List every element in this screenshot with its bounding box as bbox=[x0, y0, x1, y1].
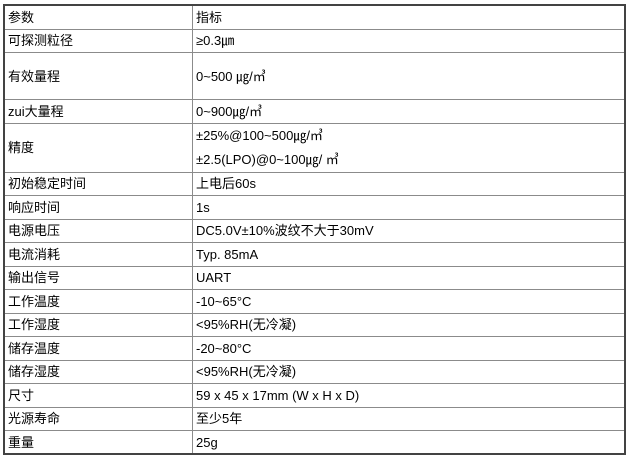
value-cell: 1s bbox=[192, 195, 626, 220]
value-cell: -10~65°C bbox=[192, 289, 626, 314]
param-cell: 储存湿度 bbox=[3, 359, 193, 384]
column-header-param: 参数 bbox=[3, 4, 193, 30]
spec-sheet: 参数 指标 可探测粒径 ≥0.3㎛ 有效量程 0~500 ㎍/㎥ zui大量程 0~900… bbox=[3, 4, 626, 455]
param-cell: 电源电压 bbox=[3, 218, 193, 243]
value-cell: UART bbox=[192, 265, 626, 290]
param-cell: 输出信号 bbox=[3, 265, 193, 290]
table-row: zui大量程 0~900㎍/㎥ bbox=[3, 99, 626, 124]
table-row: 尺寸 59 x 45 x 17mm (W x H x D) bbox=[3, 383, 626, 408]
param-cell: 有效量程 bbox=[3, 52, 193, 100]
table-row: 电源电压 DC5.0V±10%波纹不大于30mV bbox=[3, 218, 626, 243]
table-row: 响应时间 1s bbox=[3, 195, 626, 220]
param-cell: 重量 bbox=[3, 430, 193, 455]
param-cell: 光源寿命 bbox=[3, 406, 193, 431]
param-cell: 响应时间 bbox=[3, 195, 193, 220]
param-cell: 工作温度 bbox=[3, 289, 193, 314]
table-row: 储存湿度 <95%RH(无冷凝) bbox=[3, 359, 626, 384]
value-cell: 0~900㎍/㎥ bbox=[192, 99, 626, 124]
param-cell: 初始稳定时间 bbox=[3, 171, 193, 196]
table-row: 有效量程 0~500 ㎍/㎥ bbox=[3, 52, 626, 100]
value-cell: -20~80°C bbox=[192, 336, 626, 361]
param-cell: 工作湿度 bbox=[3, 312, 193, 337]
value-cell: 0~500 ㎍/㎥ bbox=[192, 52, 626, 100]
value-cell: 上电后60s bbox=[192, 171, 626, 196]
table-row: 工作湿度 <95%RH(无冷凝) bbox=[3, 312, 626, 337]
table-row: 精度 ±25%@100~500㎍/㎥ ±2.5(LPO)@0~100㎍/ ㎥ bbox=[3, 122, 626, 173]
value-cell: <95%RH(无冷凝) bbox=[192, 312, 626, 337]
param-cell: zui大量程 bbox=[3, 99, 193, 124]
value-cell: 25g bbox=[192, 430, 626, 455]
spec-table: 参数 指标 可探测粒径 ≥0.3㎛ 有效量程 0~500 ㎍/㎥ zui大量程 0~900… bbox=[3, 4, 626, 455]
table-row: 初始稳定时间 上电后60s bbox=[3, 171, 626, 196]
table-row: 电流消耗 Typ. 85mA bbox=[3, 242, 626, 267]
value-cell: ±25%@100~500㎍/㎥ ±2.5(LPO)@0~100㎍/ ㎥ bbox=[192, 122, 626, 173]
column-header-value: 指标 bbox=[192, 4, 626, 30]
param-cell: 可探测粒径 bbox=[3, 28, 193, 53]
table-row: 可探测粒径 ≥0.3㎛ bbox=[3, 28, 626, 53]
param-cell: 尺寸 bbox=[3, 383, 193, 408]
table-row: 储存温度 -20~80°C bbox=[3, 336, 626, 361]
spec-table-body: 参数 指标 可探测粒径 ≥0.3㎛ 有效量程 0~500 ㎍/㎥ zui大量程 0~900… bbox=[3, 4, 626, 455]
table-row: 光源寿命 至少5年 bbox=[3, 406, 626, 431]
param-cell: 电流消耗 bbox=[3, 242, 193, 267]
param-cell: 精度 bbox=[3, 122, 193, 173]
table-row: 工作温度 -10~65°C bbox=[3, 289, 626, 314]
value-cell: 至少5年 bbox=[192, 406, 626, 431]
table-header-row: 参数 指标 bbox=[3, 4, 626, 30]
value-cell: <95%RH(无冷凝) bbox=[192, 359, 626, 384]
value-cell: 59 x 45 x 17mm (W x H x D) bbox=[192, 383, 626, 408]
table-row: 重量 25g bbox=[3, 430, 626, 455]
value-cell: Typ. 85mA bbox=[192, 242, 626, 267]
value-cell: DC5.0V±10%波纹不大于30mV bbox=[192, 218, 626, 243]
value-cell: ≥0.3㎛ bbox=[192, 28, 626, 53]
value-line: ±25%@100~500㎍/㎥ bbox=[196, 127, 323, 143]
table-row: 输出信号 UART bbox=[3, 265, 626, 290]
value-line: ±2.5(LPO)@0~100㎍/ ㎥ bbox=[196, 151, 339, 167]
param-cell: 储存温度 bbox=[3, 336, 193, 361]
